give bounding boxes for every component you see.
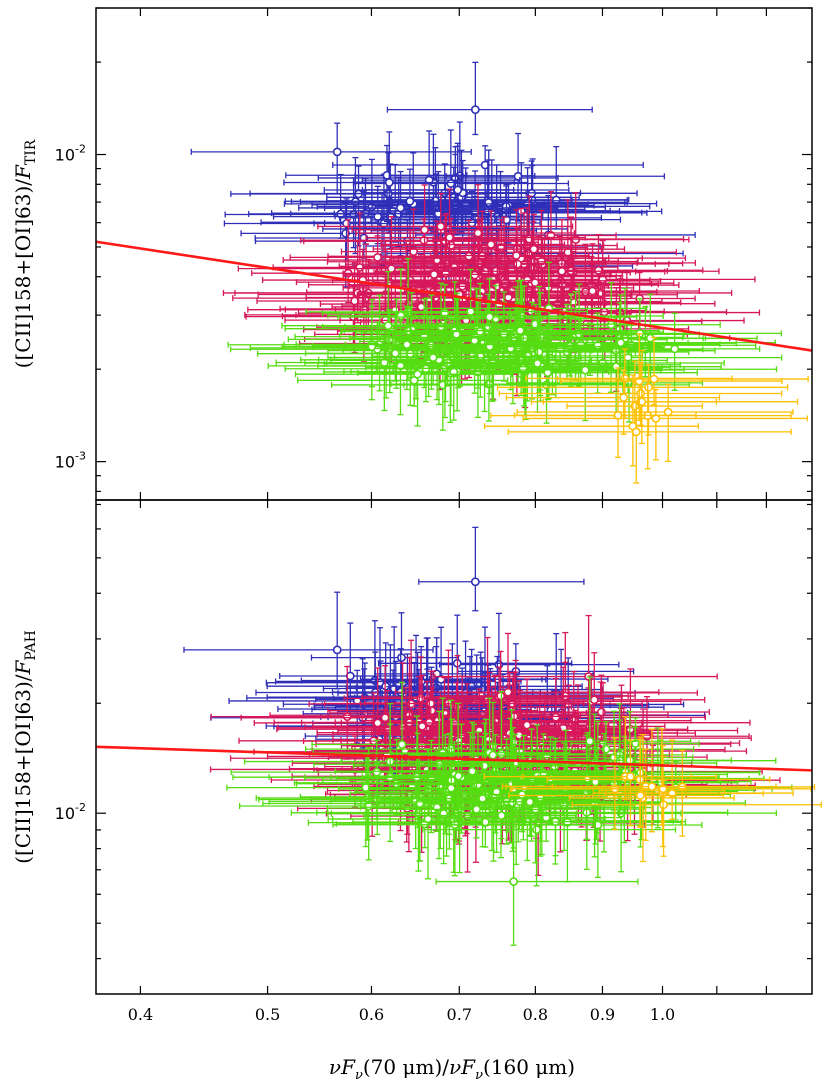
bottom-point-blue bbox=[279, 622, 420, 717]
x-axis-label: νFν(70 μm)/νFν(160 μm) bbox=[329, 1055, 575, 1083]
top-point-green bbox=[430, 312, 634, 413]
bottom-point-blue bbox=[418, 526, 585, 612]
top-point-crimson bbox=[327, 219, 590, 304]
bottom-axis-ticks: 10-2 0.4 0.5 0.6 0.7 0.8 0.9 1.0 bbox=[55, 500, 812, 1024]
bottom-point-green bbox=[435, 826, 639, 946]
top-point-green bbox=[327, 323, 556, 386]
bottom-fit-line bbox=[95, 745, 813, 772]
xtick-label: 0.8 bbox=[523, 1005, 548, 1024]
bottom-point-yellow bbox=[505, 728, 777, 833]
top-scatter-points bbox=[190, 61, 809, 484]
top-point-yellow bbox=[560, 333, 783, 421]
bottom-point-green bbox=[363, 766, 577, 840]
top-point-green bbox=[341, 282, 540, 353]
top-point-yellow bbox=[496, 364, 789, 436]
top-point-crimson bbox=[364, 262, 604, 334]
bottom-ylabel: ([CII]158+[OI]63)/FPAH bbox=[11, 630, 39, 864]
top-point-crimson bbox=[383, 213, 626, 272]
xtick-label: 0.5 bbox=[255, 1005, 280, 1024]
panel-top: 10-2 10-3 ([CII]158+[OI]63)/FTIR bbox=[11, 7, 813, 501]
top-axis-ticks: 10-2 10-3 bbox=[55, 7, 812, 500]
bottom-point-yellow bbox=[508, 736, 725, 828]
top-point-yellow bbox=[516, 383, 794, 462]
top-ylabel: ([CII]158+[OI]63)/FTIR bbox=[11, 139, 39, 368]
top-point-green bbox=[611, 312, 761, 391]
top-point-crimson bbox=[355, 184, 576, 268]
bottom-point-green bbox=[368, 754, 517, 815]
top-point-green bbox=[275, 334, 523, 412]
bottom-point-green bbox=[411, 754, 673, 833]
top-point-green bbox=[294, 322, 513, 427]
top-point-crimson bbox=[430, 219, 720, 317]
top-point-yellow bbox=[556, 336, 809, 406]
bottom-point-green bbox=[334, 721, 606, 826]
top-point-blue bbox=[190, 122, 472, 195]
top-point-yellow bbox=[513, 367, 697, 458]
bottom-point-crimson bbox=[312, 675, 498, 757]
xtick-label: 0.4 bbox=[128, 1005, 153, 1024]
top-point-yellow bbox=[522, 388, 809, 461]
top-point-yellow bbox=[507, 401, 792, 484]
top-point-yellow bbox=[483, 374, 699, 467]
xtick-label: 1.0 bbox=[650, 1005, 675, 1024]
top-point-crimson bbox=[429, 209, 590, 297]
top-fit-line bbox=[95, 240, 813, 352]
top-point-crimson bbox=[351, 184, 523, 267]
bottom-point-yellow bbox=[522, 739, 693, 827]
top-point-green bbox=[344, 305, 531, 391]
top-ytick-label: 10-2 bbox=[55, 143, 86, 165]
bottom-point-green bbox=[354, 758, 607, 853]
bottom-ytick-label: 10-2 bbox=[55, 801, 86, 823]
top-point-green bbox=[327, 268, 499, 343]
bottom-scatter-points bbox=[183, 526, 822, 946]
xtick-label: 0.6 bbox=[359, 1005, 384, 1024]
top-point-blue bbox=[283, 131, 529, 215]
xtick-label: 0.9 bbox=[590, 1005, 615, 1024]
panel-bottom: 10-2 0.4 0.5 0.6 0.7 0.8 0.9 1.0 ([CII]158+[OI]… bbox=[11, 499, 822, 1024]
bottom-point-green bbox=[438, 743, 667, 845]
top-point-blue bbox=[323, 142, 570, 230]
top-point-crimson bbox=[365, 188, 586, 266]
bottom-axes-frame bbox=[95, 499, 813, 995]
xtick-label: 0.7 bbox=[447, 1005, 472, 1024]
top-ytick-label: 10-3 bbox=[55, 450, 86, 472]
bottom-point-blue bbox=[183, 591, 434, 690]
top-point-crimson bbox=[289, 235, 455, 283]
top-point-blue bbox=[386, 61, 593, 136]
top-point-crimson bbox=[532, 243, 700, 344]
